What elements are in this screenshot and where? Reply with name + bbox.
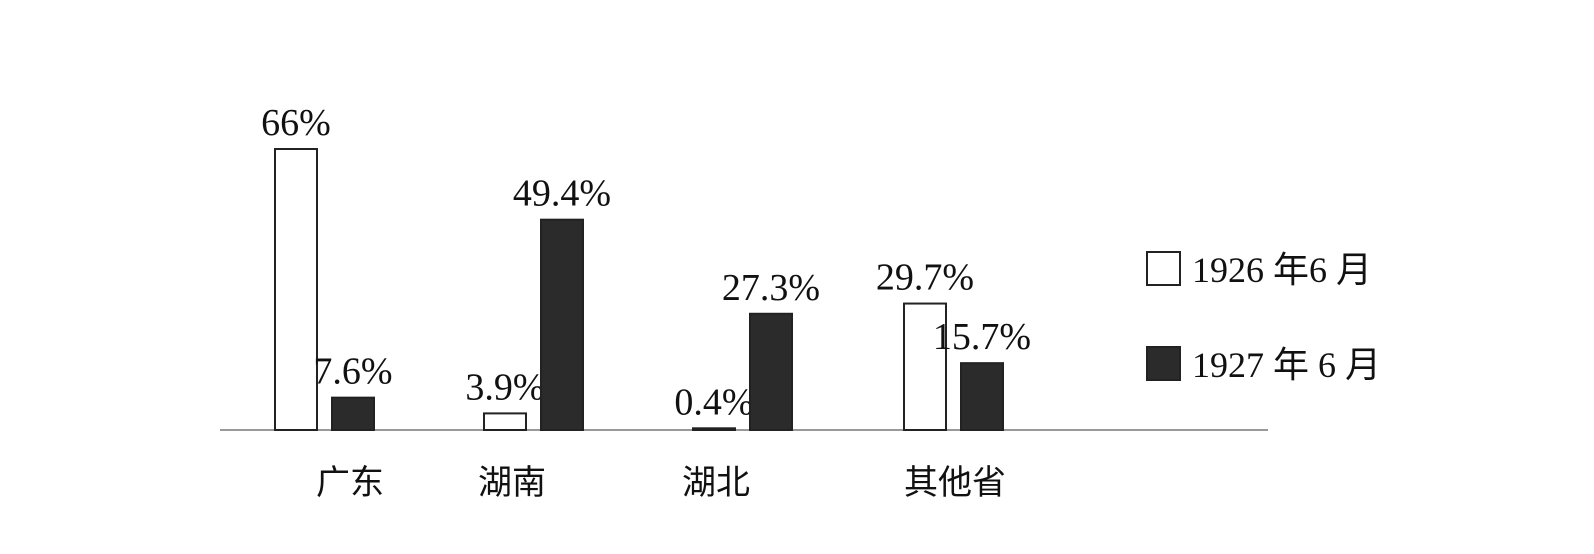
bar-1927-3 — [960, 362, 1004, 432]
data-label: 29.7% — [876, 257, 974, 299]
data-label: 0.4% — [674, 381, 753, 423]
data-label: 15.7% — [933, 316, 1031, 358]
data-label: 3.9% — [465, 366, 544, 408]
legend-label: 1927 年 6 月 — [1192, 345, 1381, 385]
data-label: 66% — [261, 102, 331, 144]
data-label: 49.4% — [513, 173, 611, 215]
bar-1926-2 — [692, 427, 736, 431]
bar-1926-0 — [274, 148, 318, 431]
legend-label: 1926 年6 月 — [1192, 250, 1372, 290]
bar-1927-1 — [540, 218, 584, 431]
legend-swatch — [1146, 346, 1181, 381]
bar-1927-2 — [749, 312, 793, 432]
legend: 1926 年6 月 1927 年 6 月 — [1146, 250, 1381, 385]
bar-1926-3 — [903, 302, 947, 431]
category-label: 湖北 — [682, 463, 750, 503]
category-label: 湖南 — [478, 463, 546, 503]
bar-1926-1 — [483, 412, 527, 431]
category-label: 其他省 — [904, 463, 1006, 503]
legend-swatch — [1146, 251, 1181, 286]
category-label: 广东 — [316, 463, 384, 503]
data-label: 7.6% — [313, 351, 392, 393]
bar-1927-0 — [331, 396, 375, 431]
data-label: 27.3% — [722, 267, 820, 309]
